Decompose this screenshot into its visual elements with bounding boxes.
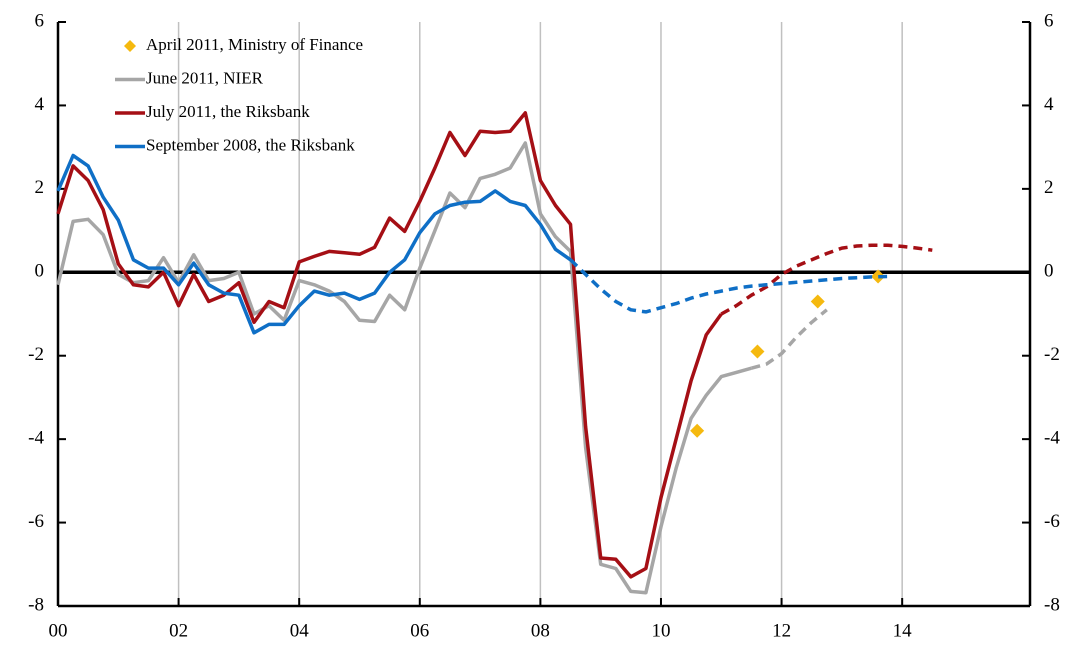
legend-label: July 2011, the Riksbank — [146, 102, 310, 121]
y2-tick-label: 0 — [1044, 261, 1054, 282]
forecast-line — [750, 308, 828, 370]
y-tick-label: 2 — [35, 177, 45, 198]
legend-label: April 2011, Ministry of Finance — [146, 35, 363, 54]
y2-tick-label: -2 — [1044, 344, 1060, 365]
x-tick-label: 06 — [410, 620, 429, 641]
legend-label: September 2008, the Riksbank — [146, 135, 355, 154]
x-tick-label: 12 — [772, 620, 791, 641]
y2-tick-label: -6 — [1044, 511, 1060, 532]
diamond-point — [871, 269, 886, 284]
x-tick-label: 04 — [290, 620, 310, 641]
legend-marker — [124, 40, 136, 52]
legend-label: June 2011, NIER — [146, 68, 264, 87]
x-tick-label: 00 — [49, 620, 68, 641]
series-line — [56, 111, 723, 579]
y-tick-label: 0 — [35, 261, 45, 282]
y-tick-label: -6 — [28, 511, 44, 532]
diamond-point — [750, 344, 765, 359]
y2-tick-label: 4 — [1044, 94, 1054, 115]
diamond-point — [690, 423, 705, 438]
x-tick-label: 10 — [651, 620, 670, 641]
x-tick-label: 14 — [893, 620, 913, 641]
y-tick-label: 6 — [35, 10, 45, 31]
forecast-line — [569, 258, 888, 314]
y2-tick-label: -4 — [1044, 428, 1060, 449]
y-tick-label: -2 — [28, 344, 44, 365]
y2-tick-label: 6 — [1044, 10, 1054, 31]
series-line — [56, 153, 572, 335]
y2-tick-label: 2 — [1044, 177, 1054, 198]
diamond-point — [810, 294, 825, 309]
series-line — [56, 141, 752, 595]
x-tick-label: 08 — [531, 620, 550, 641]
y-tick-label: -4 — [28, 428, 44, 449]
x-tick-label: 02 — [169, 620, 188, 641]
y-tick-label: 4 — [35, 94, 45, 115]
y2-tick-label: -8 — [1044, 594, 1060, 615]
y-tick-label: -8 — [28, 594, 44, 615]
forecast-line — [720, 243, 933, 316]
